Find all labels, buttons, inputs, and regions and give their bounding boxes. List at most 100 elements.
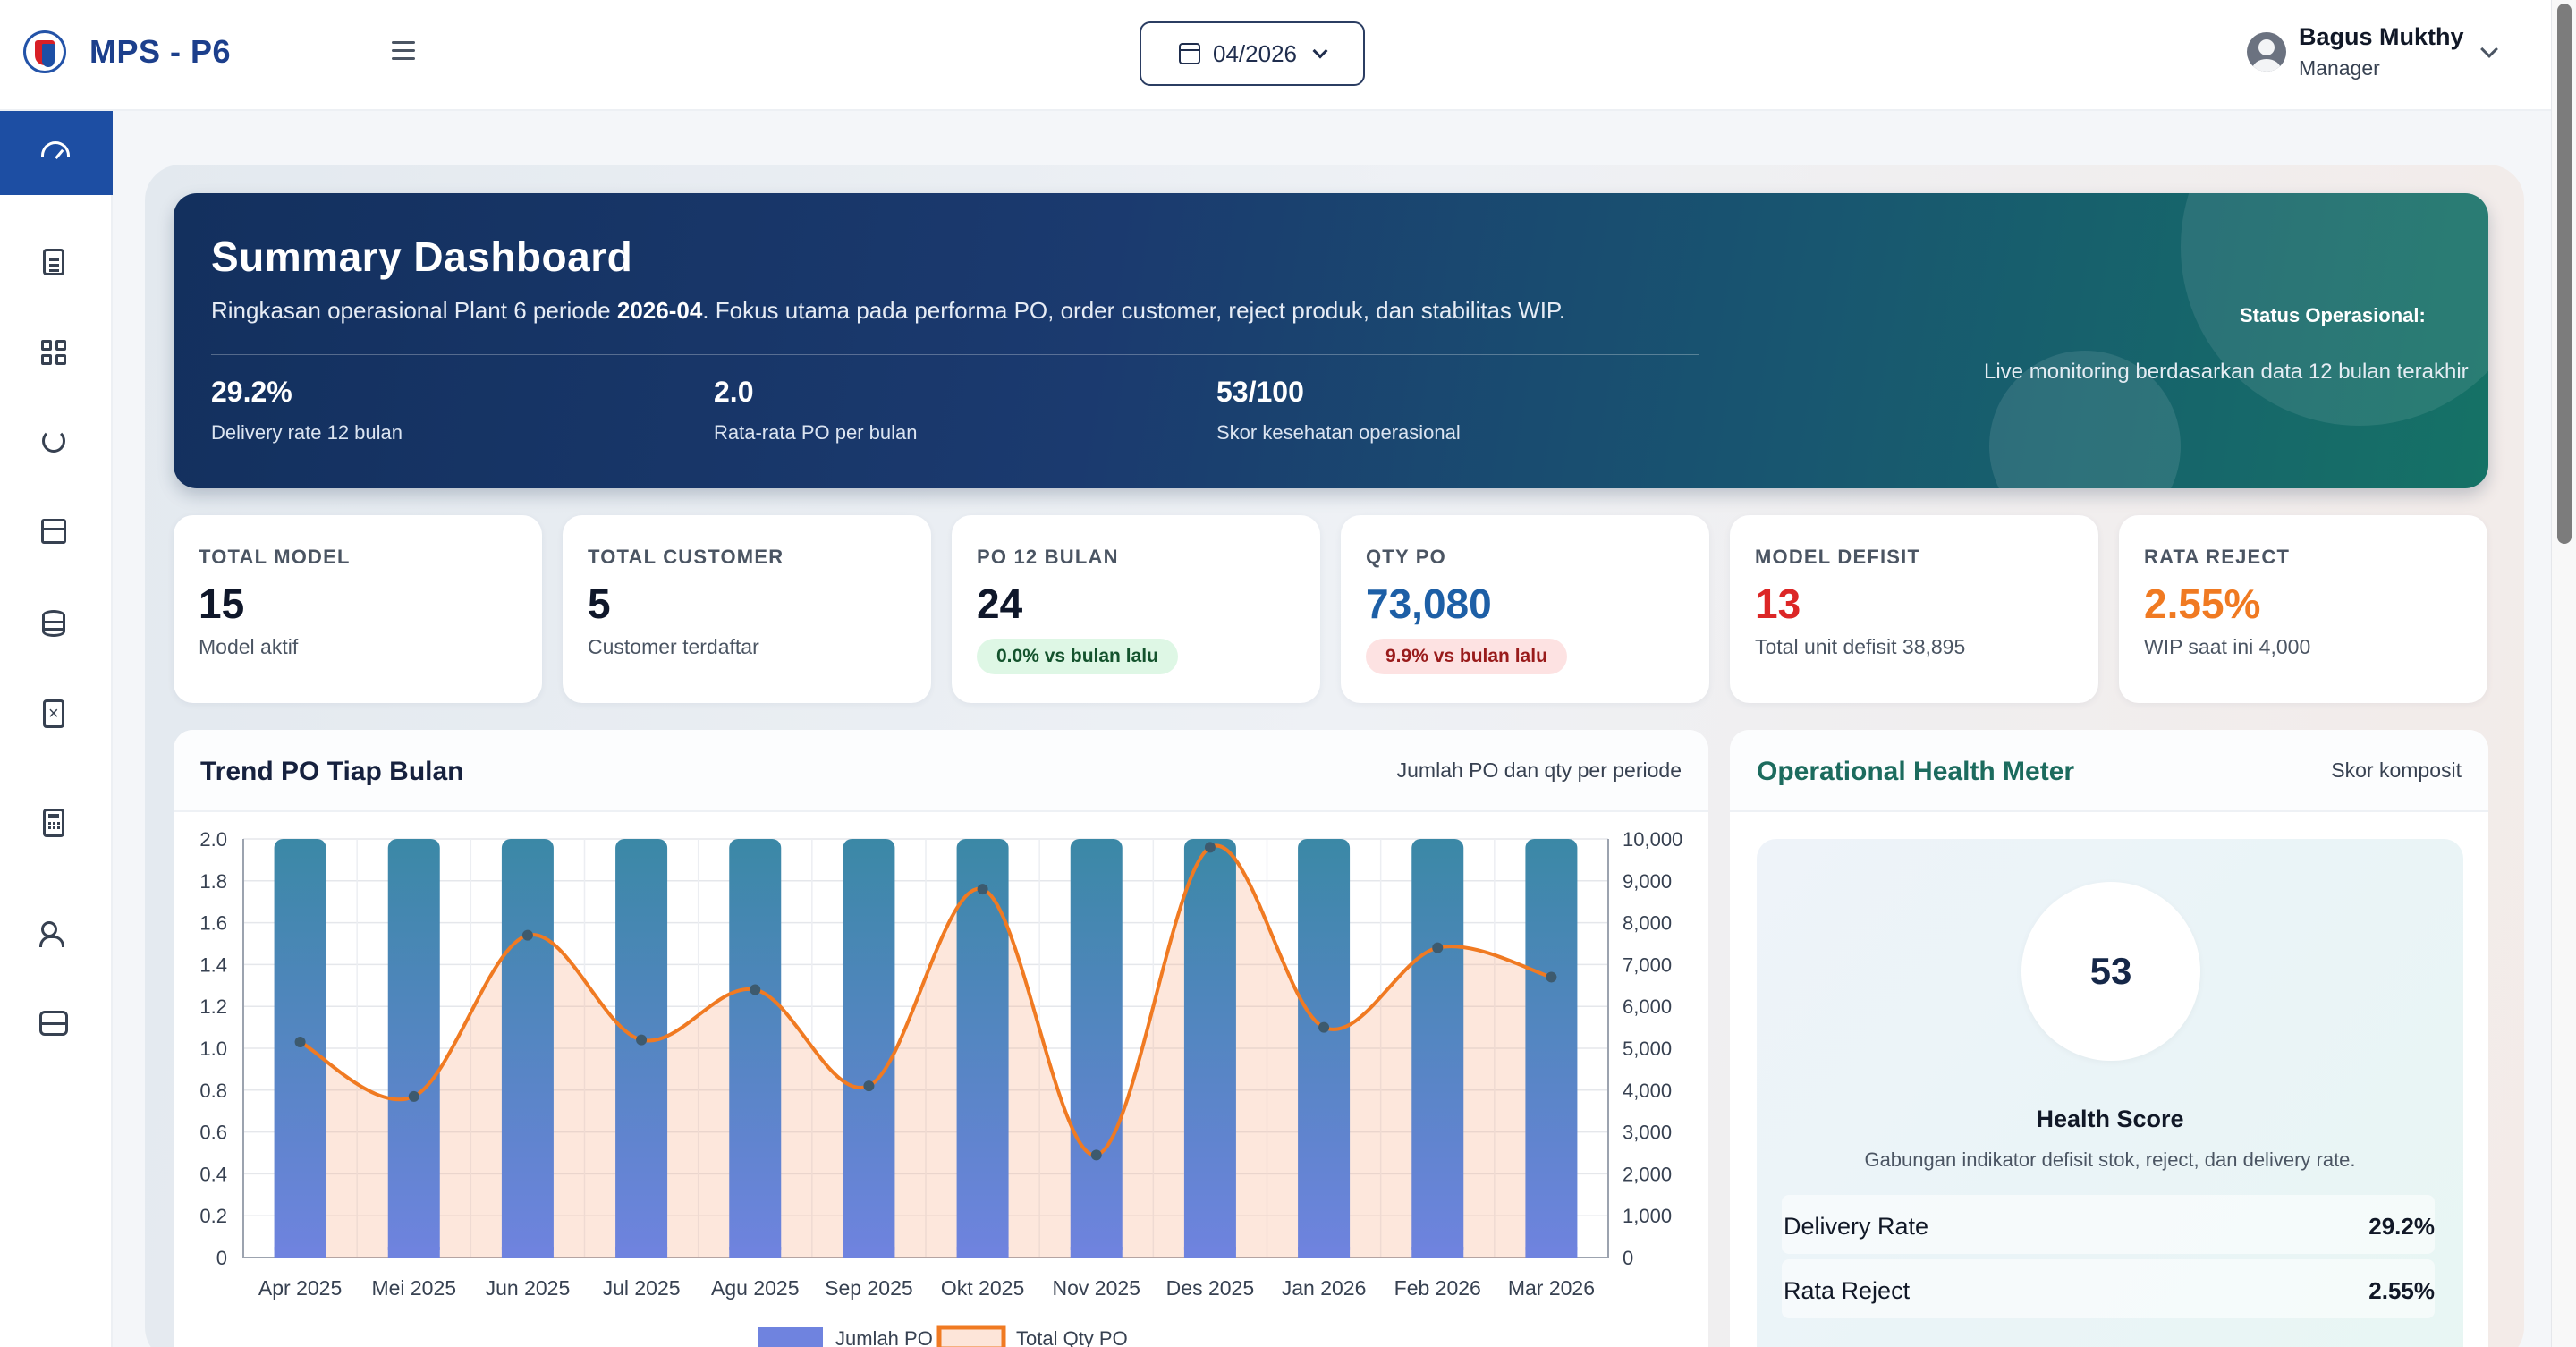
card-title: Operational Health Meter <box>1757 757 2075 786</box>
bar-base <box>729 1247 782 1258</box>
y-left-tick-label: 1.4 <box>199 953 227 976</box>
y-right-tick-label: 10,000 <box>1623 828 1682 851</box>
scrollbar-thumb[interactable] <box>2557 4 2572 544</box>
bar-jumlah-po <box>1411 839 1464 1258</box>
kpi-model-defisit: MODEL DEFISIT 13 Total unit defisit 38,8… <box>1730 515 2098 703</box>
grid-icon[interactable] <box>41 340 70 369</box>
x-tick-label: Okt 2025 <box>941 1276 1024 1300</box>
card-header: Operational Health Meter Skor komposit <box>1730 730 2488 812</box>
hero-stat-avg-po: 2.0 Rata-rata PO per bulan <box>714 376 918 444</box>
y-right-tick-label: 0 <box>1623 1247 1633 1269</box>
health-meter-card: Operational Health Meter Skor komposit 5… <box>1730 730 2488 1347</box>
refresh-icon[interactable] <box>42 429 65 453</box>
card-subtitle: Skor komposit <box>2331 758 2462 782</box>
bar-base <box>615 1247 668 1258</box>
bar-base <box>1411 1247 1464 1258</box>
x-tick-label: Mei 2025 <box>371 1276 456 1300</box>
x-tick-label: Jan 2026 <box>1282 1276 1367 1300</box>
qty-point <box>521 929 533 941</box>
x-tick-label: Apr 2025 <box>258 1276 342 1300</box>
card-title: Trend PO Tiap Bulan <box>200 757 464 786</box>
x-tick-label: Mar 2026 <box>1508 1276 1595 1300</box>
x-tick-label: Sep 2025 <box>825 1276 912 1300</box>
x-tick-label: Jul 2025 <box>603 1276 681 1300</box>
y-left-tick-label: 1.2 <box>199 995 227 1018</box>
health-score-title: Health Score <box>2036 1106 2184 1132</box>
database-icon[interactable] <box>42 610 65 637</box>
y-right-tick-label: 5,000 <box>1623 1038 1672 1060</box>
sidebar-item-dashboard[interactable] <box>0 111 113 195</box>
user-menu-chevron-icon[interactable] <box>2480 40 2498 58</box>
bar-base <box>1298 1247 1351 1258</box>
bar-base <box>501 1247 554 1258</box>
y-left-tick-label: 0.6 <box>199 1122 227 1144</box>
clipboard-x-icon[interactable] <box>43 699 64 728</box>
page-scrollbar[interactable] <box>2551 0 2576 1347</box>
y-right-tick-label: 1,000 <box>1623 1205 1672 1227</box>
trend-po-card: Trend PO Tiap Bulan Jumlah PO dan qty pe… <box>174 730 1708 1347</box>
y-right-tick-label: 4,000 <box>1623 1080 1672 1102</box>
period-value: 04/2026 <box>1213 39 1297 67</box>
bar-jumlah-po <box>1525 839 1578 1258</box>
page-title: Summary Dashboard <box>211 233 633 280</box>
bar-jumlah-po <box>501 839 554 1258</box>
sidebar <box>0 111 113 1347</box>
y-right-tick-label: 6,000 <box>1623 995 1672 1018</box>
divider <box>211 354 1699 355</box>
menu-toggle-icon[interactable] <box>392 41 415 60</box>
calculator-icon[interactable] <box>43 809 64 837</box>
card-header: Trend PO Tiap Bulan Jumlah PO dan qty pe… <box>174 730 1708 812</box>
y-right-tick-label: 8,000 <box>1623 912 1672 935</box>
qty-point <box>1318 1021 1330 1033</box>
bar-jumlah-po <box>843 839 895 1258</box>
hero-stat-delivery: 29.2% Delivery rate 12 bulan <box>211 376 403 444</box>
x-tick-label: Agu 2025 <box>711 1276 799 1300</box>
qty-point <box>636 1034 648 1046</box>
hero-description: Ringkasan operasional Plant 6 periode 20… <box>211 297 1566 324</box>
qty-point <box>1432 942 1444 953</box>
bar-jumlah-po <box>1070 839 1123 1258</box>
health-panel: 53 Health Score Gabungan indikator defis… <box>1757 839 2463 1347</box>
app-name: MPS - P6 <box>89 33 232 70</box>
legend-swatch-total-qty <box>936 1325 1006 1347</box>
y-left-tick-label: 1.0 <box>199 1038 227 1060</box>
y-left-tick-label: 0.4 <box>199 1163 227 1185</box>
metric-row-rata-reject: Rata Reject 2.55% <box>1782 1259 2435 1318</box>
qty-point <box>1090 1149 1102 1161</box>
status-description: Live monitoring berdasarkan data 12 bula… <box>1984 360 2469 384</box>
users-icon[interactable] <box>39 921 68 947</box>
bar-jumlah-po <box>274 839 326 1258</box>
user-menu[interactable]: Bagus Mukthy Manager <box>2247 23 2464 80</box>
bar-base <box>956 1247 1009 1258</box>
card-subtitle: Jumlah PO dan qty per periode <box>1396 758 1682 782</box>
y-right-tick-label: 7,000 <box>1623 953 1672 976</box>
y-left-tick-label: 0 <box>216 1247 227 1269</box>
document-icon[interactable] <box>43 249 64 275</box>
brand[interactable]: MPS - P6 <box>23 30 231 73</box>
bar-base <box>1070 1247 1123 1258</box>
legend-label: Jumlah PO <box>835 1327 933 1347</box>
qty-point <box>863 1080 875 1092</box>
trend-chart[interactable]: 0 0.2 0.4 0.6 0.8 1.0 1.2 1.4 1.6 1.8 2.0 0 1,000 2,0… <box>174 812 1708 1347</box>
bar-jumlah-po <box>1183 839 1236 1258</box>
calendar-icon <box>1179 43 1200 64</box>
period-picker-button[interactable]: 04/2026 <box>1140 21 1365 86</box>
x-tick-label: Nov 2025 <box>1053 1276 1140 1300</box>
y-left-tick-label: 1.8 <box>199 870 227 893</box>
avatar <box>2247 32 2286 72</box>
bar-base <box>1525 1247 1578 1258</box>
kpi-po-12-bulan: PO 12 BULAN 24 0.0% vs bulan lalu <box>952 515 1320 703</box>
bar-jumlah-po <box>1298 839 1351 1258</box>
y-right-tick-label: 3,000 <box>1623 1122 1672 1144</box>
kpi-total-model: TOTAL MODEL 15 Model aktif <box>174 515 542 703</box>
health-score-description: Gabungan indikator defisit stok, reject,… <box>1864 1148 2356 1171</box>
box-icon[interactable] <box>41 519 66 544</box>
y-right-tick-label: 2,000 <box>1623 1163 1672 1185</box>
summary-hero: Summary Dashboard Ringkasan operasional … <box>174 193 2488 488</box>
brand-logo <box>23 30 66 73</box>
qty-area <box>300 845 1552 1258</box>
bar-base <box>1183 1247 1236 1258</box>
qty-point <box>1546 971 1557 983</box>
y-left-tick-label: 0.8 <box>199 1080 227 1102</box>
inbox-icon[interactable] <box>39 1011 68 1036</box>
